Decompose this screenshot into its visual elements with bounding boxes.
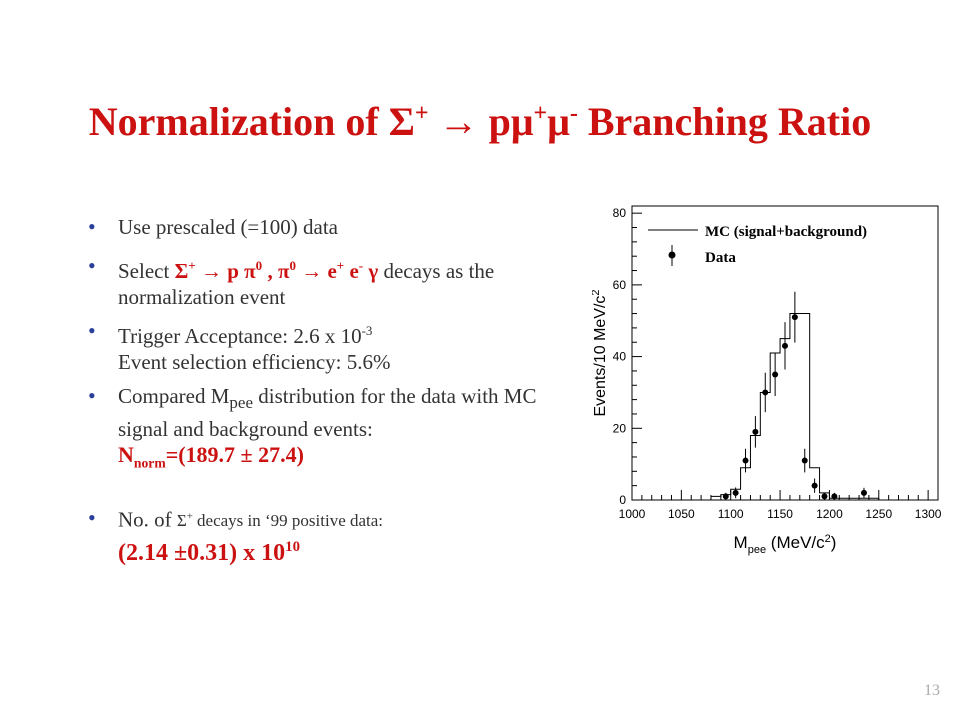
data-point [752, 428, 759, 435]
bullet-compared-mpee: Compared Mpee distribution for the data … [88, 383, 588, 477]
bullet-select-decay: Select Σ+ → p π0 , π0 → e+ e- γ decays a… [88, 253, 588, 310]
data-point [821, 493, 828, 500]
x-tick-label: 1150 [767, 507, 793, 521]
axis-ticks: 1000 1050 1100 1150 1200 1250 1300 0 20 40 60 80 [613, 206, 942, 521]
x-axis-label: Mpee (MeV/c2) [734, 533, 837, 556]
slide-number: 13 [924, 682, 940, 699]
data-point [831, 493, 838, 500]
x-tick-label: 1250 [865, 507, 892, 521]
data-point [782, 342, 788, 349]
plot-frame [631, 205, 939, 501]
data-point [732, 489, 739, 496]
data-point [762, 389, 769, 396]
x-tick-label: 1000 [619, 507, 646, 521]
legend-mc-label: MC (signal+background) [705, 224, 867, 240]
y-tick-label: 80 [613, 206, 627, 220]
data-point [772, 371, 779, 378]
y-tick-label: 60 [613, 278, 627, 292]
x-tick-label: 1050 [668, 507, 695, 521]
data-point [811, 482, 818, 489]
legend-data-label: Data [705, 250, 736, 266]
data-point [801, 457, 808, 464]
sigma-decay-count: (2.14 ±0.31) x 1010 [118, 539, 301, 567]
bullet-prescaled: Use prescaled (=100) data [88, 214, 588, 240]
y-tick-label: 0 [619, 493, 626, 507]
mc-histogram-line [632, 313, 938, 501]
data-points [722, 291, 867, 500]
data-point [722, 493, 729, 500]
legend-data-marker [668, 251, 676, 259]
y-tick-label: 40 [613, 350, 627, 364]
x-tick-label: 1300 [915, 507, 942, 521]
data-point [742, 457, 749, 464]
legend: MC (signal+background) Data [648, 224, 867, 266]
y-tick-label: 20 [613, 421, 627, 435]
y-axis-label: Events/10 MeV/c2 [592, 289, 609, 416]
data-point [791, 314, 798, 321]
data-point [860, 489, 867, 496]
bullet-list: Use prescaled (=100) data Select Σ+ → p … [88, 214, 588, 566]
bullet-number-of-decays: No. of Σ+ decays in ‘99 positive data:(2… [88, 505, 588, 567]
slide-title: Normalization of Σ+ → pμ+μ- Branching Ra… [88, 99, 872, 144]
x-tick-label: 1100 [718, 507, 744, 521]
n-norm-value: Nnorm=(189.7 ± 27.4) [118, 442, 304, 471]
x-tick-label: 1200 [816, 507, 843, 521]
mpee-histogram-chart: 1000 1050 1100 1150 1200 1250 1300 0 20 40 60 80 Ev… [592, 205, 942, 556]
